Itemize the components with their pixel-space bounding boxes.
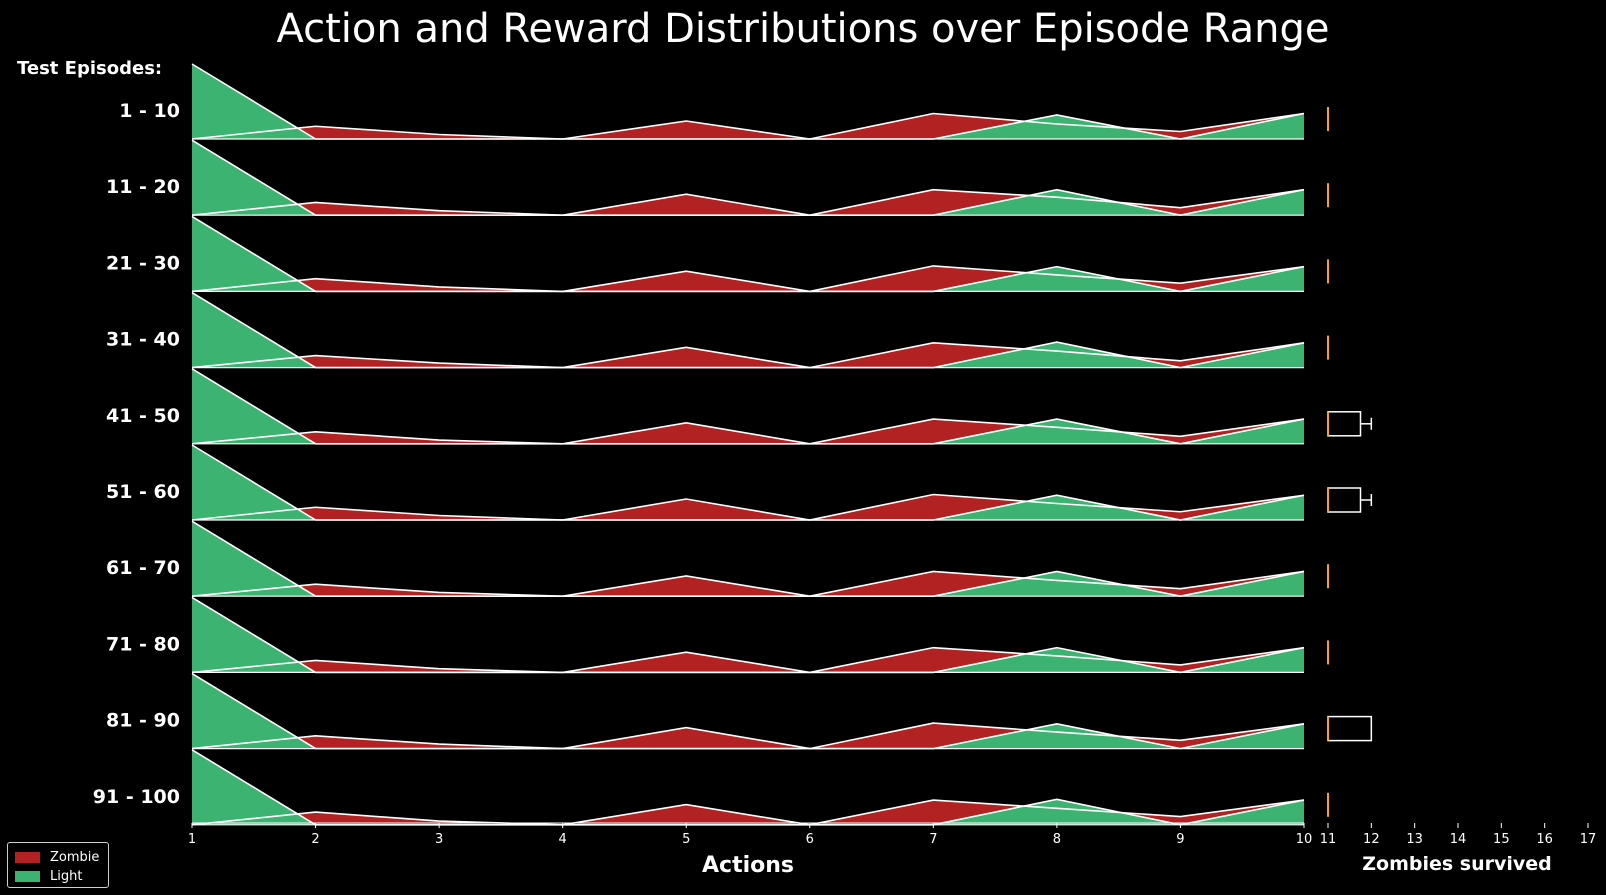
legend-item-light: Light	[15, 868, 83, 884]
box-iqr	[1327, 715, 1373, 742]
legend-label-light: Light	[50, 868, 83, 884]
x2-tick-label: 12	[1363, 832, 1380, 847]
zombie-line	[191, 342, 1305, 369]
chart-title: Action and Reward Distributions over Epi…	[276, 6, 1329, 52]
legend-swatch-light	[15, 870, 40, 882]
legend: Zombie Light	[7, 842, 109, 888]
x-tick-label: 6	[806, 832, 814, 847]
legend-item-zombie: Zombie	[15, 849, 100, 865]
x2-tick-label: 14	[1450, 832, 1467, 847]
box-iqr	[1327, 411, 1362, 437]
x-tick-label: 2	[311, 832, 319, 847]
x-tick-label: 1	[188, 832, 196, 847]
light-line	[191, 291, 1305, 369]
x-tick-label: 3	[435, 832, 443, 847]
x2-tick-label: 15	[1493, 832, 1510, 847]
x-tick-label: 4	[559, 832, 567, 847]
x-tick-label: 5	[682, 832, 690, 847]
x2-tick-label: 17	[1580, 832, 1597, 847]
x2-tick-label: 13	[1406, 832, 1423, 847]
x2-axis-label: Zombies survived	[1362, 853, 1552, 875]
x-tick-label: 10	[1296, 832, 1313, 847]
row-header: Test Episodes:	[17, 58, 162, 79]
row-label: 41 - 50	[106, 405, 180, 427]
row-label: 11 - 20	[106, 176, 180, 198]
row-label: 81 - 90	[106, 710, 180, 732]
x2-tick-label: 11	[1320, 832, 1337, 847]
light-area	[192, 64, 1304, 139]
x-tick-label: 8	[1053, 832, 1061, 847]
box-iqr	[1327, 487, 1362, 513]
row-label: 1 - 10	[119, 100, 180, 122]
row-label: 31 - 40	[106, 329, 180, 351]
x2-tick-label: 16	[1536, 832, 1553, 847]
row-label: 71 - 80	[106, 633, 180, 655]
x-tick-label: 7	[929, 832, 937, 847]
light-line	[191, 63, 1305, 140]
row-label: 21 - 30	[106, 252, 180, 274]
row-label: 61 - 70	[106, 557, 180, 579]
light-area	[192, 292, 1304, 368]
legend-label-zombie: Zombie	[50, 849, 100, 865]
x-axis-label: Actions	[702, 853, 794, 878]
legend-swatch-zombie	[15, 851, 40, 863]
light-area	[192, 521, 1304, 597]
row-label: 91 - 100	[93, 786, 180, 808]
x-tick-label: 9	[1176, 832, 1184, 847]
light-line	[191, 520, 1305, 598]
row-label: 51 - 60	[106, 481, 180, 503]
